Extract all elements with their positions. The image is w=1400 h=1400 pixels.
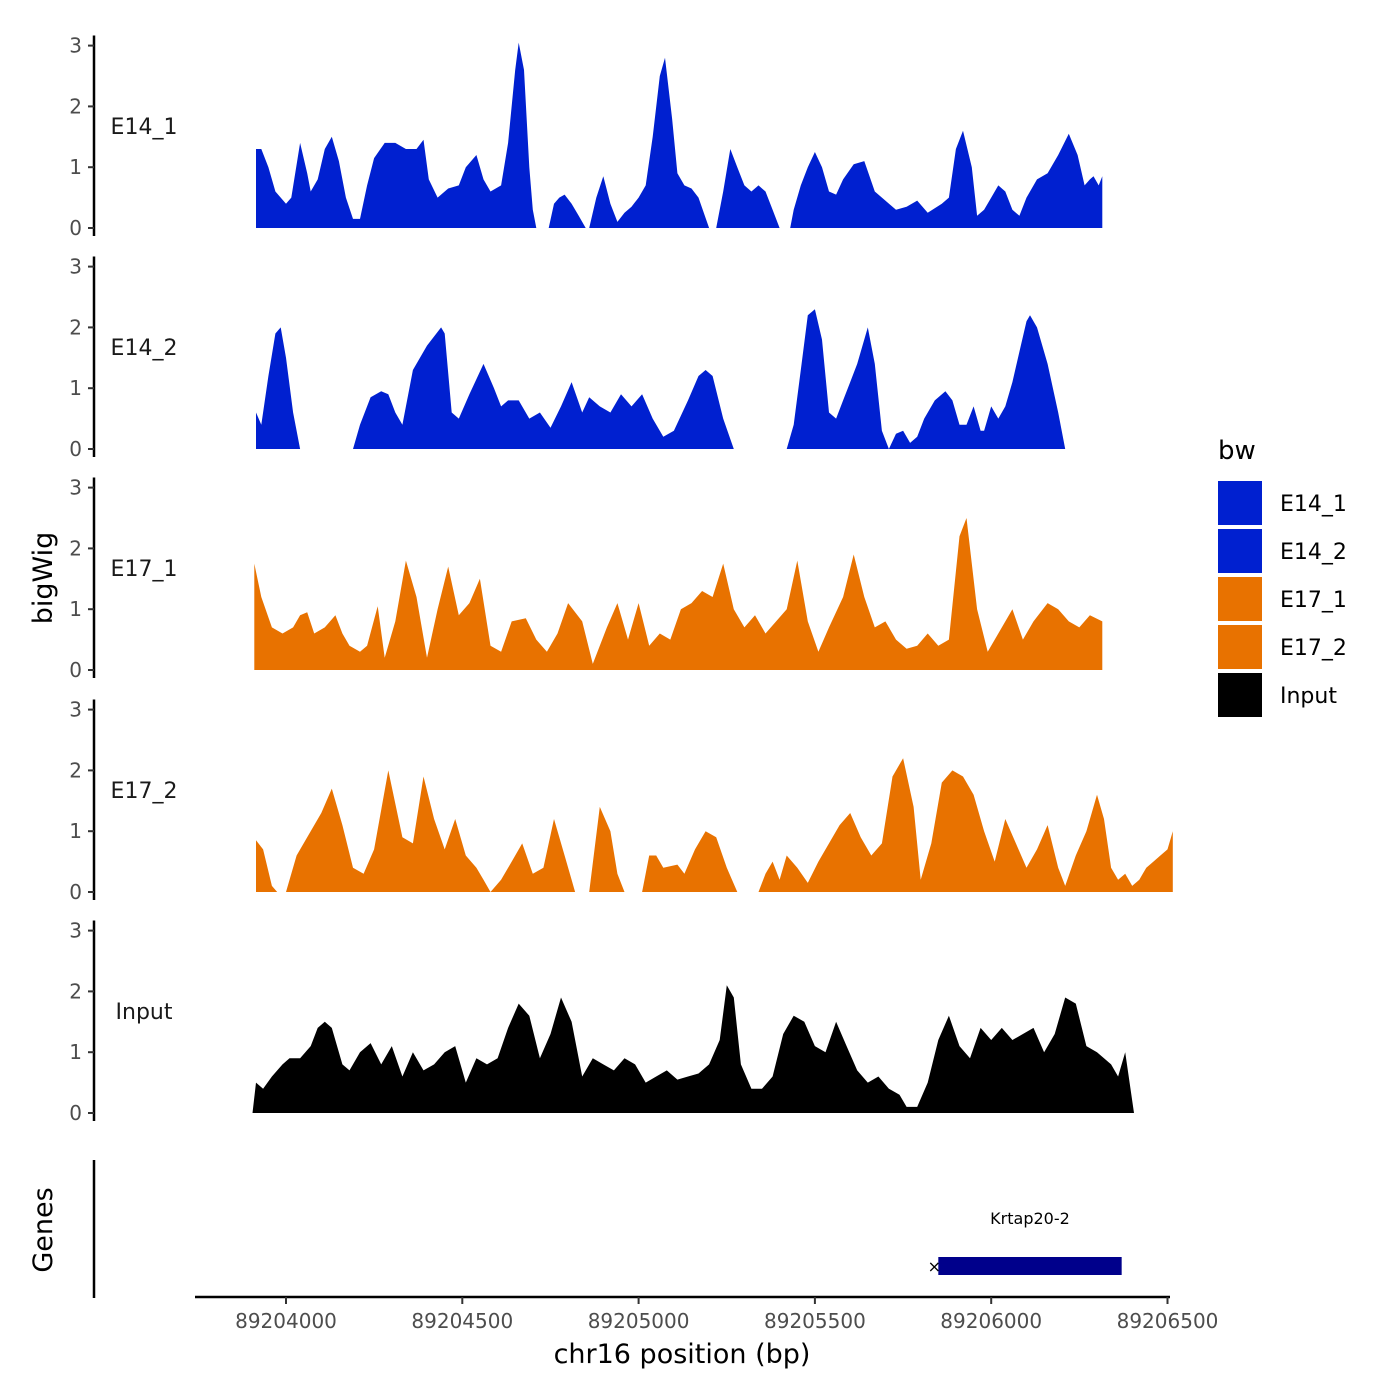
y-tick-label: 3 — [69, 34, 82, 58]
legend: bw E14_1 E14_2 E17_1 E17_2 Input — [1218, 436, 1347, 717]
y-tick-label: 1 — [69, 1040, 82, 1064]
y-tick-label: 2 — [69, 315, 82, 339]
y-tick-label: 2 — [69, 979, 82, 1003]
gene-label: Krtap20-2 — [990, 1209, 1070, 1228]
genes-panel: × Krtap20-2 — [92, 1160, 1122, 1298]
x-tick-label: 89204000 — [235, 1309, 337, 1333]
legend-label: Input — [1280, 684, 1337, 709]
y-tick-label: 0 — [69, 437, 82, 461]
track-e14-2: 0 1 2 3 E14_2 — [69, 255, 1103, 461]
legend-label: E17_1 — [1280, 588, 1347, 613]
gene-strand-marker: × — [928, 1257, 941, 1276]
legend-swatch — [1218, 481, 1262, 525]
track-label: E14_1 — [111, 115, 178, 140]
track-input: 0 1 2 3 Input — [69, 919, 1134, 1125]
y-axis-title: bigWig — [28, 532, 59, 625]
coverage-area-e14-2 — [256, 309, 1103, 449]
legend-swatch — [1218, 529, 1262, 573]
y-tick-label: 1 — [69, 819, 82, 843]
track-label: E17_1 — [111, 557, 178, 582]
x-axis: 89204000 89204500 89205000 89205500 89206000… — [195, 1295, 1219, 1333]
y-tick-label: 0 — [69, 880, 82, 904]
track-label: Input — [116, 1000, 173, 1025]
y-tick-label: 3 — [69, 255, 82, 279]
track-label: E17_2 — [111, 779, 178, 804]
coverage-area-input — [252, 985, 1134, 1113]
y-tick-label: 1 — [69, 376, 82, 400]
y-tick-label: 2 — [69, 94, 82, 118]
legend-label: E17_2 — [1280, 636, 1347, 661]
y-tick-label: 3 — [69, 476, 82, 500]
track-e17-1: 0 1 2 3 E17_1 — [69, 476, 1103, 682]
x-tick-label: 89204500 — [411, 1309, 513, 1333]
x-axis-title: chr16 position (bp) — [554, 1339, 811, 1370]
legend-label: E14_2 — [1280, 540, 1347, 565]
track-e14-1: 0 1 2 3 E14_1 — [69, 34, 1103, 240]
coverage-area-e14-1 — [256, 42, 1103, 228]
y-tick-label: 0 — [69, 658, 82, 682]
x-tick-label: 89205500 — [764, 1309, 866, 1333]
legend-title: bw — [1218, 436, 1256, 466]
track-label: E14_2 — [111, 336, 178, 361]
track-panels: 0 1 2 3 E14_1 0 1 2 3 E14_2 0 1 2 3 E17_1 0 1 2 3 E17_2 0 1 2 3… — [69, 34, 1173, 1298]
genes-axis-title: Genes — [28, 1187, 59, 1272]
y-tick-label: 3 — [69, 698, 82, 722]
track-e17-2: 0 1 2 3 E17_2 — [69, 698, 1173, 904]
y-tick-label: 2 — [69, 758, 82, 782]
legend-swatch — [1218, 625, 1262, 669]
x-tick-label: 89205000 — [588, 1309, 690, 1333]
y-tick-label: 0 — [69, 1101, 82, 1125]
x-tick-label: 89206000 — [940, 1309, 1042, 1333]
coverage-area-e17-2 — [256, 758, 1173, 892]
x-tick-label: 89206500 — [1117, 1309, 1219, 1333]
y-tick-label: 3 — [69, 919, 82, 943]
legend-label: E14_1 — [1280, 492, 1347, 517]
legend-swatch — [1218, 577, 1262, 621]
y-tick-label: 2 — [69, 536, 82, 560]
coverage-area-e17-1 — [254, 518, 1103, 670]
y-tick-label: 1 — [69, 597, 82, 621]
y-tick-label: 1 — [69, 155, 82, 179]
gene-body — [938, 1257, 1122, 1275]
y-tick-label: 0 — [69, 216, 82, 240]
legend-swatch — [1218, 673, 1262, 717]
